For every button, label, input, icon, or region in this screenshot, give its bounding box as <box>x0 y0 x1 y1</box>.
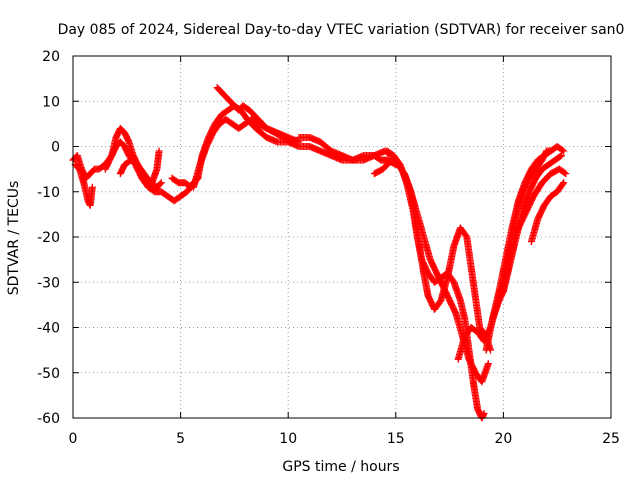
series-track-15 <box>499 165 570 295</box>
x-tick-label: 25 <box>602 431 620 447</box>
y-tick-label: -60 <box>37 411 60 427</box>
series-track-16 <box>527 179 568 246</box>
data-point <box>484 360 492 368</box>
y-tick-labels: -60 -50 -40 -30 -20 -10 0 10 20 <box>37 49 60 427</box>
data-point <box>480 409 488 417</box>
axis-ticks <box>72 55 612 419</box>
x-tick-label: 15 <box>387 431 405 447</box>
data-point <box>559 180 567 188</box>
series-track-2 <box>71 161 96 209</box>
y-tick-label: -40 <box>37 321 60 337</box>
data-point <box>156 180 164 188</box>
data-point <box>558 146 566 154</box>
y-tick-label: -20 <box>37 230 60 246</box>
chart-title: Day 085 of 2024, Sidereal Day-to-day VTE… <box>58 22 625 38</box>
y-tick-label: -10 <box>37 185 60 201</box>
y-tick-label: 10 <box>42 94 60 110</box>
series-track-6 <box>190 115 303 191</box>
y-axis-label: SDTVAR / TECUs <box>6 181 22 296</box>
x-tick-labels: 0 5 10 15 20 25 <box>69 431 620 447</box>
data-point <box>556 152 564 160</box>
series-track-11 <box>400 170 492 386</box>
grid <box>73 56 611 418</box>
data-point <box>157 179 165 187</box>
y-tick-label: 20 <box>42 49 60 65</box>
y-tick-label: -50 <box>37 366 60 382</box>
data-point <box>155 147 163 155</box>
data-point <box>561 169 569 177</box>
data-point <box>558 152 566 160</box>
y-tick-label: -30 <box>37 275 60 291</box>
data-point <box>560 147 568 155</box>
series-track-10 <box>383 147 488 422</box>
data-points <box>69 84 570 422</box>
data-point <box>289 138 297 146</box>
x-tick-label: 20 <box>494 431 512 447</box>
x-tick-label: 0 <box>69 431 78 447</box>
x-axis-label: GPS time / hours <box>282 459 399 475</box>
series-track-7 <box>213 84 297 146</box>
y-tick-label: 0 <box>51 140 60 156</box>
series-track-4 <box>116 156 165 191</box>
series-track-13 <box>482 143 568 354</box>
data-point <box>88 183 96 191</box>
x-tick-label: 5 <box>176 431 185 447</box>
x-tick-label: 10 <box>279 431 297 447</box>
data-point <box>560 179 568 187</box>
data-point <box>562 170 570 178</box>
